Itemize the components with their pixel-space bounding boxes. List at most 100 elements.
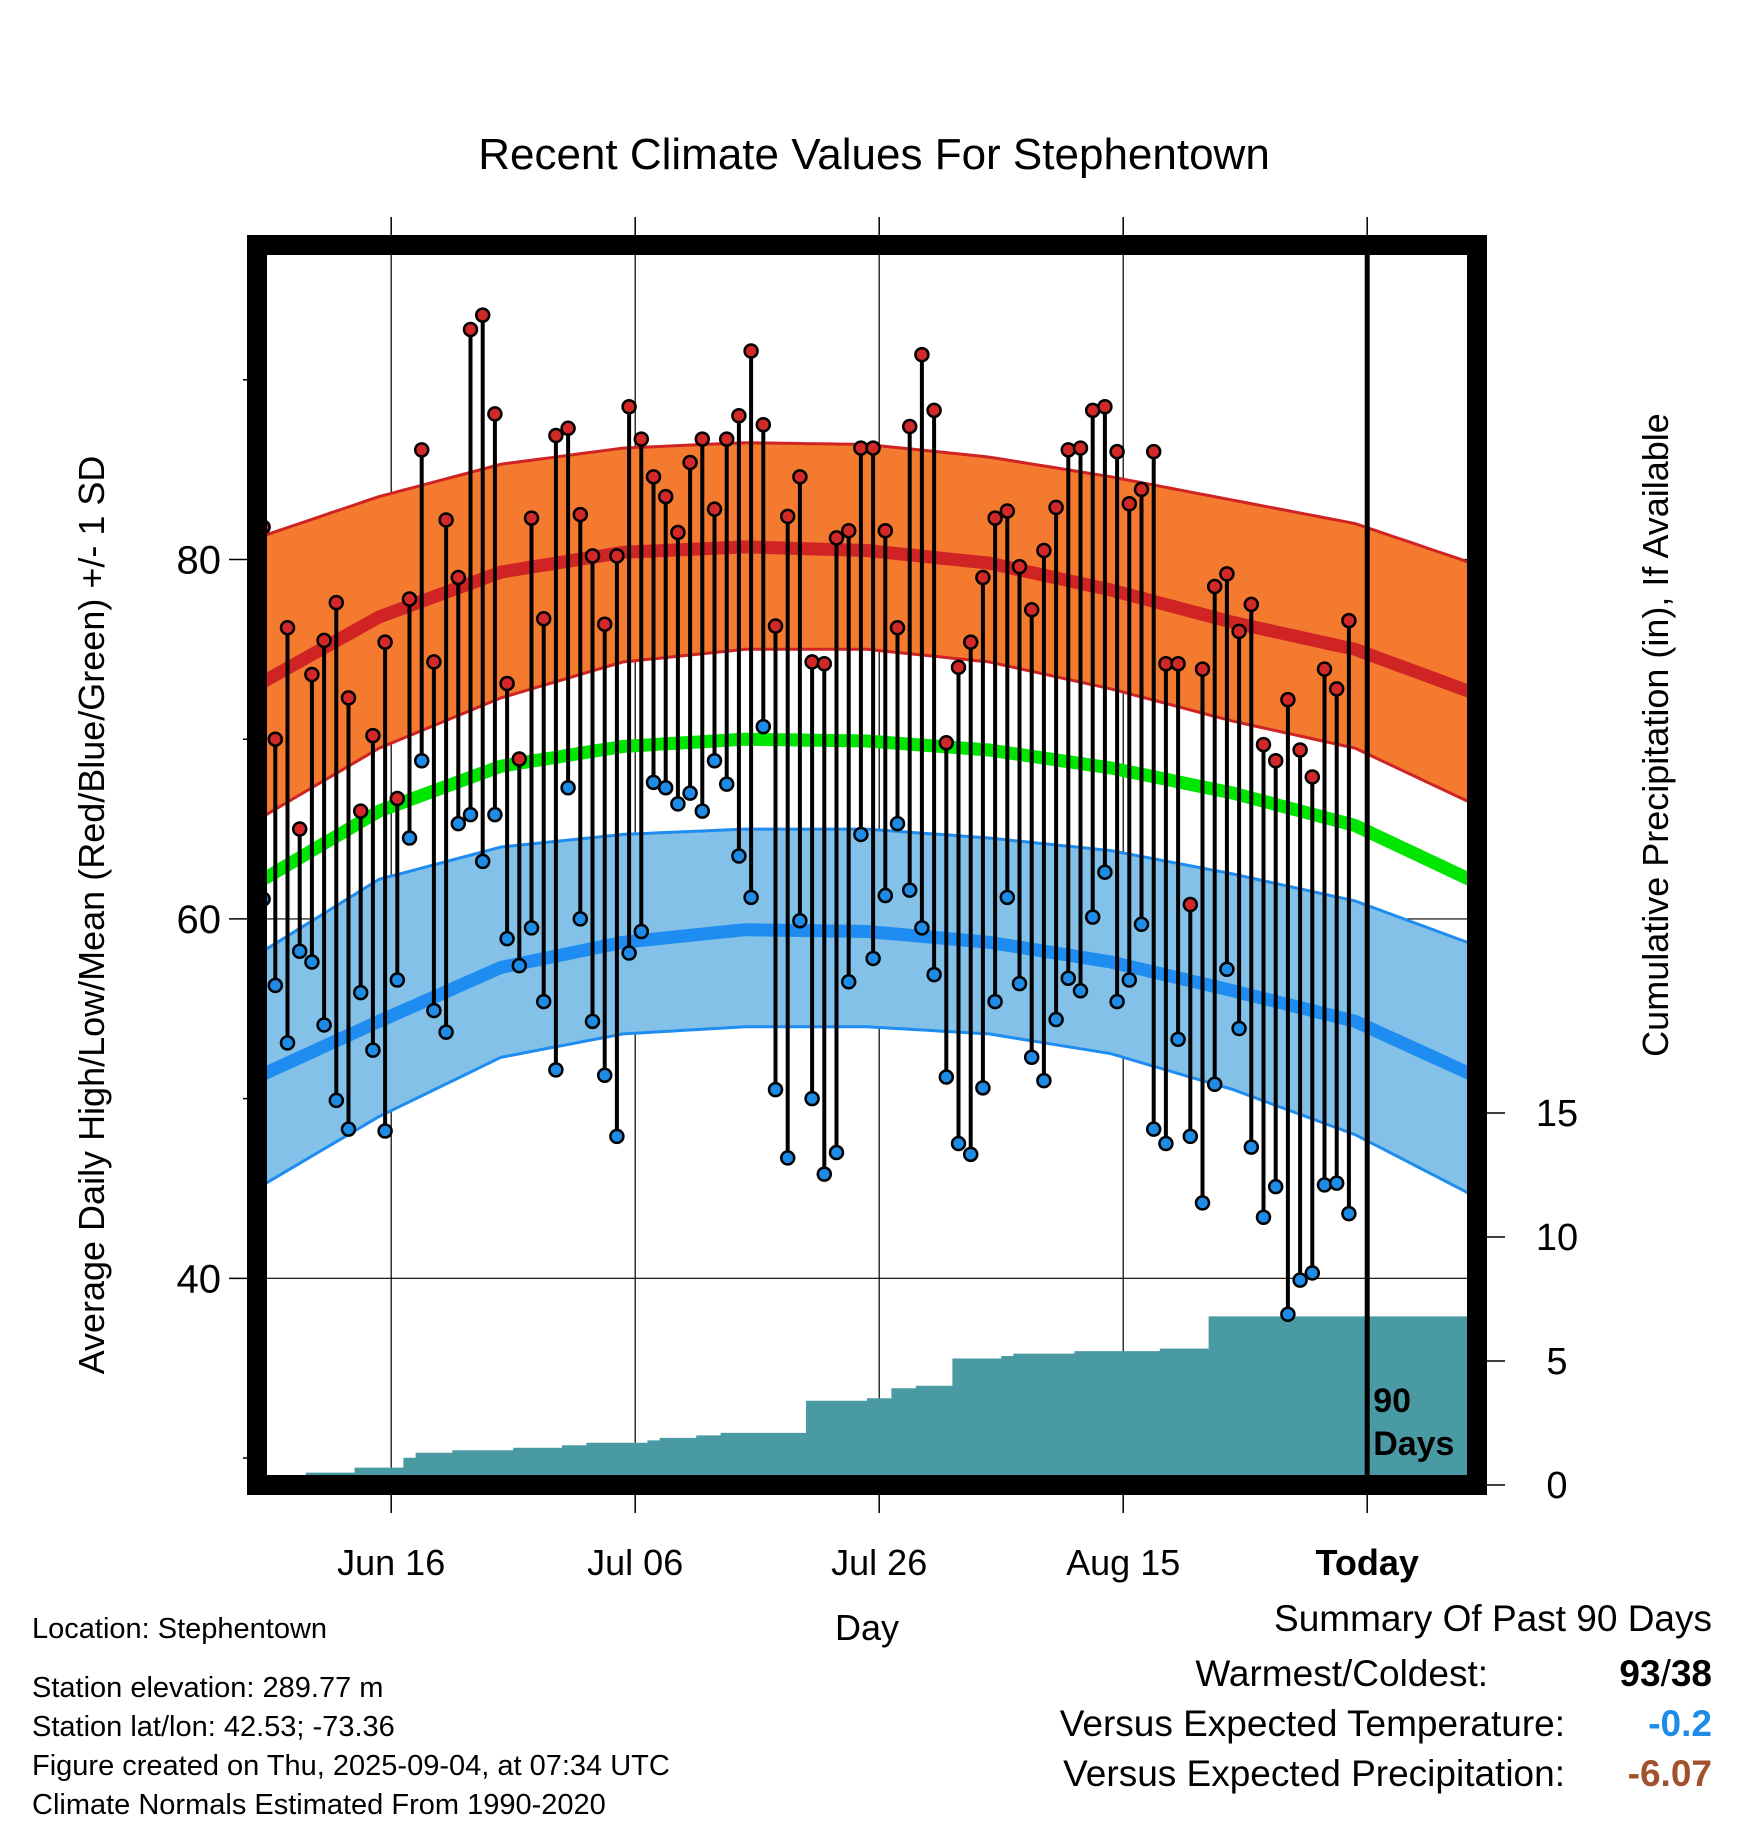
daily-low-point — [377, 1123, 393, 1139]
low-lower-line — [257, 1025, 1477, 1199]
daily-low-point — [889, 815, 906, 832]
daily-low-point — [1219, 961, 1235, 977]
daily-high-point — [340, 690, 357, 706]
daily-high-point — [1182, 896, 1199, 913]
daily-high-point — [633, 431, 650, 447]
daily-high-point — [657, 488, 674, 505]
daily-high-point — [584, 548, 601, 564]
daily-high-point — [731, 407, 747, 424]
daily-high-point — [450, 569, 467, 586]
daily-low-point — [670, 796, 686, 812]
daily-low-point — [755, 718, 772, 735]
daily-low-point — [462, 806, 479, 823]
daily-low-point — [1036, 1072, 1052, 1089]
daily-high-point — [621, 398, 637, 415]
daily-low-point — [645, 774, 662, 791]
chart-title: Recent Climate Values For Stephentown — [478, 130, 1270, 179]
daily-high-point — [950, 659, 967, 676]
daily-high-point — [865, 440, 881, 456]
daily-low-point — [1170, 1031, 1186, 1048]
precip-versus-label: Versus Expected Precipitation: — [1063, 1753, 1565, 1794]
daily-high-point — [694, 431, 711, 447]
daily-low-point — [901, 882, 918, 898]
created-text: Figure created on Thu, 2025-09-04, at 07… — [32, 1750, 670, 1782]
daily-low-point — [975, 1080, 991, 1096]
daily-high-point — [840, 522, 857, 539]
daily-low-point — [609, 1128, 625, 1145]
daily-low-point — [1060, 970, 1077, 986]
x-tick-label: Jun 16 — [337, 1542, 445, 1583]
y-tick-label: 60 — [177, 898, 222, 942]
daily-low-point — [962, 1146, 979, 1163]
daily-high-point — [401, 591, 418, 607]
daily-high-point — [279, 620, 296, 636]
daily-low-point — [1304, 1265, 1321, 1281]
low-upper-line — [257, 827, 1477, 957]
daily-high-point — [926, 402, 942, 419]
daily-high-point — [1243, 596, 1260, 613]
x-tick-label: Jul 26 — [831, 1542, 927, 1583]
daily-low-point — [1072, 983, 1089, 999]
daily-high-point — [706, 501, 723, 517]
daily-low-point — [584, 1013, 601, 1030]
daily-low-point — [487, 806, 503, 823]
daily-low-point — [426, 1002, 442, 1019]
high-lower-line — [257, 647, 1477, 822]
daily-low-point — [499, 930, 515, 947]
y2-tick-label: 15 — [1536, 1093, 1578, 1135]
daily-high-point — [316, 632, 332, 649]
daily-low-point — [828, 1144, 845, 1161]
daily-low-point — [621, 945, 637, 961]
daily-high-point — [523, 510, 540, 526]
daily-high-point — [914, 346, 930, 363]
plot-area — [257, 245, 1477, 1485]
daily-low-point — [401, 830, 418, 846]
daily-high-point — [413, 442, 430, 458]
location-text: Location: Stephentown — [32, 1613, 328, 1645]
today-marker-label: Days — [1373, 1425, 1454, 1463]
daily-high-point — [596, 616, 613, 632]
daily-low-point — [365, 1042, 381, 1058]
summary-heading: Summary Of Past 90 Days — [1274, 1598, 1712, 1639]
y2-tick-label: 0 — [1546, 1465, 1567, 1507]
daily-high-point — [365, 727, 381, 744]
daily-high-point — [267, 731, 284, 747]
daily-high-point — [718, 431, 735, 447]
daily-high-point — [1231, 623, 1247, 640]
slash: / — [1660, 1653, 1671, 1694]
daily-low-point — [1194, 1195, 1211, 1211]
daily-high-point — [767, 618, 784, 634]
temp-versus-label: Versus Expected Temperature: — [1059, 1703, 1565, 1744]
daily-low-point — [706, 753, 723, 769]
daily-low-point — [450, 815, 467, 832]
y-axis-label: Average Daily High/Low/Mean (Red/Blue/Gr… — [71, 456, 112, 1375]
daily-low-point — [694, 803, 711, 819]
daily-low-point — [1280, 1306, 1296, 1323]
daily-low-point — [1109, 993, 1125, 1010]
daily-low-point — [328, 1092, 345, 1109]
daily-low-point — [865, 950, 881, 967]
daily-low-point — [304, 954, 320, 970]
daily-low-point — [804, 1090, 820, 1107]
daily-high-point — [779, 508, 796, 525]
daily-low-point — [743, 889, 759, 906]
x-tick-label: Today — [1316, 1542, 1419, 1583]
y2-axis-label: Cumulative Precipitation (in), If Availa… — [1635, 413, 1676, 1057]
precipitation-area — [257, 1316, 1477, 1485]
today-marker-label: 90 — [1373, 1382, 1411, 1420]
daily-high-point — [1036, 542, 1052, 559]
daily-low-point — [1133, 916, 1150, 933]
daily-low-point — [853, 826, 869, 843]
daily-low-point — [291, 943, 308, 960]
y-tick-label: 40 — [177, 1257, 222, 1301]
daily-high-point — [901, 418, 918, 435]
daily-low-point — [474, 853, 491, 870]
daily-low-point — [511, 957, 528, 974]
daily-high-point — [609, 548, 625, 564]
daily-low-point — [792, 912, 808, 929]
x-axis-label: Day — [835, 1607, 899, 1648]
high-normal-line — [257, 540, 1477, 701]
daily-low-point — [1206, 1076, 1223, 1092]
daily-low-point — [523, 920, 540, 936]
daily-low-point — [718, 776, 735, 792]
